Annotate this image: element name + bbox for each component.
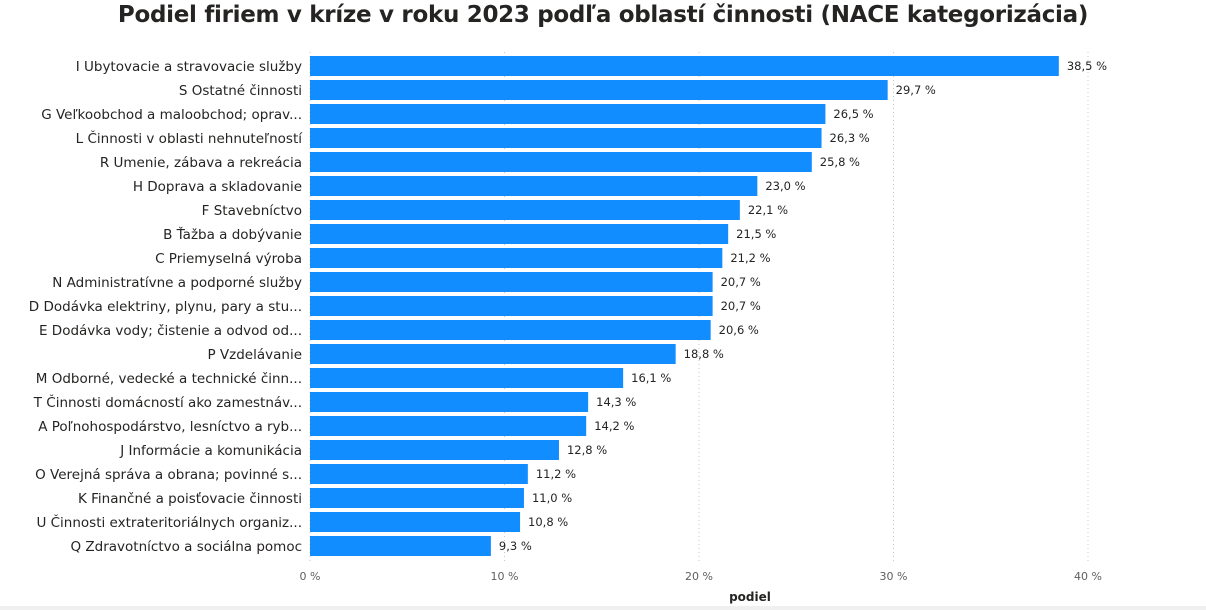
bar[interactable]: [310, 296, 713, 316]
x-tick-label: 40 %: [1074, 570, 1102, 583]
x-tick-label: 0 %: [300, 570, 321, 583]
category-label: K Finančné a poisťovacie činnosti: [78, 491, 302, 507]
value-label: 18,8 %: [684, 347, 724, 361]
category-label: E Dodávka vody; čistenie a odvod od...: [39, 323, 302, 339]
bar[interactable]: [310, 368, 624, 388]
category-label: C Priemyselná výroba: [155, 251, 302, 267]
bar[interactable]: [310, 392, 589, 412]
bar[interactable]: [310, 176, 758, 196]
bar[interactable]: [310, 536, 491, 556]
value-label: 14,3 %: [596, 395, 636, 409]
category-label: N Administratívne a podporné služby: [52, 275, 302, 291]
chart-title: Podiel firiem v kríze v roku 2023 podľa …: [117, 2, 1089, 28]
category-label: Q Zdravotníctvo a sociálna pomoc: [71, 539, 303, 555]
category-label: F Stavebníctvo: [202, 203, 302, 219]
category-label: O Verejná správa a obrana; povinné s...: [35, 467, 302, 483]
bar[interactable]: [310, 272, 713, 292]
value-label: 26,3 %: [830, 131, 870, 145]
value-label: 11,0 %: [532, 491, 572, 505]
bar[interactable]: [310, 320, 711, 340]
bar[interactable]: [310, 344, 676, 364]
value-labels: 38,5 % 29,7 % 26,5 % 26,3 % 25,8 % 23,0 % 22,1…: [499, 59, 1107, 553]
x-tick-label: 30 %: [880, 570, 908, 583]
bottom-strip: [0, 606, 1206, 610]
category-label: G Veľkoobchod a maloobchod; oprav...: [41, 107, 302, 123]
x-axis-ticks: 0 % 10 % 20 % 30 % 40 %: [300, 570, 1102, 583]
bar[interactable]: [310, 56, 1059, 76]
bar[interactable]: [310, 128, 822, 148]
value-label: 38,5 %: [1067, 59, 1107, 73]
category-label: B Ťažba a dobývanie: [163, 226, 302, 243]
x-tick-label: 20 %: [685, 570, 713, 583]
bar[interactable]: [310, 512, 521, 532]
bar[interactable]: [310, 104, 826, 124]
value-label: 11,2 %: [536, 467, 576, 481]
bar[interactable]: [310, 200, 740, 220]
category-label: M Odborné, vedecké a technické činn...: [36, 371, 302, 387]
value-label: 23,0 %: [765, 179, 805, 193]
value-label: 26,5 %: [833, 107, 873, 121]
category-label: U Činnosti extrateritoriálnych organiz..…: [36, 513, 302, 531]
value-label: 29,7 %: [896, 83, 936, 97]
value-label: 16,1 %: [631, 371, 671, 385]
bar[interactable]: [310, 80, 888, 100]
value-label: 21,5 %: [736, 227, 776, 241]
category-label: A Poľnohospodárstvo, lesníctvo a ryb...: [38, 419, 302, 435]
value-label: 20,7 %: [721, 299, 761, 313]
bar[interactable]: [310, 152, 812, 172]
category-label: D Dodávka elektriny, plynu, pary a stu..…: [29, 299, 302, 315]
value-label: 21,2 %: [730, 251, 770, 265]
bar[interactable]: [310, 464, 528, 484]
value-label: 14,2 %: [594, 419, 634, 433]
value-label: 20,7 %: [721, 275, 761, 289]
value-label: 25,8 %: [820, 155, 860, 169]
category-label: I Ubytovacie a stravovacie služby: [76, 59, 302, 75]
category-label: T Činnosti domácností ako zamestnáv...: [33, 393, 302, 411]
category-label: J Informácie a komunikácia: [119, 443, 302, 459]
value-label: 20,6 %: [719, 323, 759, 337]
x-tick-label: 10 %: [491, 570, 519, 583]
bar[interactable]: [310, 224, 729, 244]
category-label: H Doprava a skladovanie: [133, 179, 302, 195]
value-label: 9,3 %: [499, 539, 532, 553]
value-label: 10,8 %: [528, 515, 568, 529]
x-axis-title: podiel: [729, 590, 771, 604]
category-label: P Vzdelávanie: [207, 347, 302, 363]
category-label: L Činnosti v oblasti nehnuteľností: [76, 129, 304, 147]
bar[interactable]: [310, 416, 587, 436]
category-label: S Ostatné činnosti: [179, 83, 302, 99]
bar[interactable]: [310, 488, 524, 508]
category-label: R Umenie, zábava a rekreácia: [100, 155, 302, 171]
bars: [310, 56, 1059, 556]
value-label: 12,8 %: [567, 443, 607, 457]
category-labels: I Ubytovacie a stravovacie služby S Ostat…: [29, 59, 303, 555]
value-label: 22,1 %: [748, 203, 788, 217]
bar[interactable]: [310, 248, 723, 268]
bar[interactable]: [310, 440, 559, 460]
